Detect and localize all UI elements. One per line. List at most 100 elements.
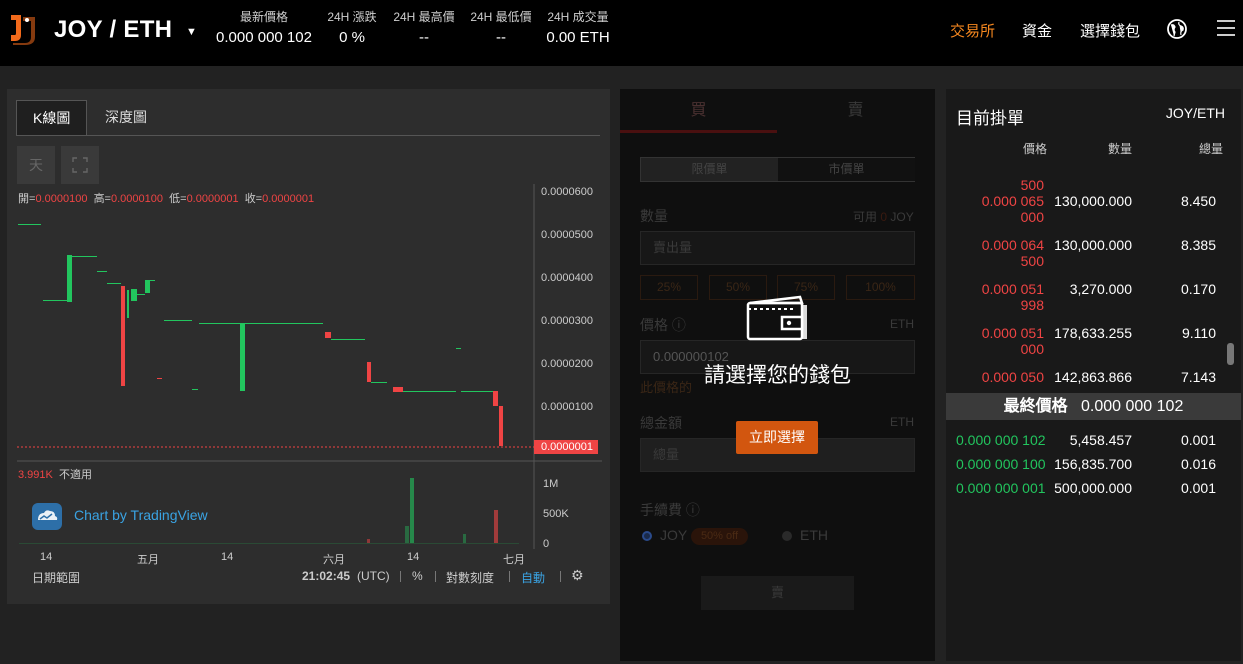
- info-icon[interactable]: ⓘ: [685, 502, 700, 518]
- nav-select-wallet[interactable]: 選擇錢包: [1080, 23, 1141, 40]
- available-unit: JOY: [890, 210, 914, 224]
- ask-total: 0.170: [1180, 281, 1216, 297]
- info-icon[interactable]: ⓘ: [671, 317, 686, 333]
- ask-price: 0.000 051 998: [956, 281, 1044, 313]
- quantity-label: 數量: [640, 208, 668, 224]
- ask-row[interactable]: 0.000 050 142,863.866 7.143: [946, 369, 1241, 389]
- candle: [456, 348, 461, 349]
- ask-row[interactable]: 500: [946, 165, 1241, 193]
- ask-price-2: 000: [1020, 209, 1044, 225]
- bid-total: 0.001: [1180, 432, 1216, 448]
- nav-funds[interactable]: 資金: [1022, 23, 1053, 40]
- quantity-input[interactable]: 賣出量: [640, 231, 915, 265]
- ask-row[interactable]: 0.000 051 998 3,270.000 0.170: [946, 281, 1241, 313]
- joy-logo-icon[interactable]: [7, 11, 39, 47]
- tab-sell[interactable]: 賣: [847, 102, 864, 119]
- total-label: 總金額: [640, 415, 682, 431]
- bid-row[interactable]: 0.000 000 001 500,000.000 0.001: [946, 480, 1241, 500]
- fullscreen-button[interactable]: [61, 146, 99, 184]
- divider: [435, 571, 436, 582]
- fee-discount-badge: 50% off: [691, 528, 748, 545]
- ask-row[interactable]: 0.000 065 000 130,000.000 8.450: [946, 193, 1241, 225]
- candle: [107, 283, 121, 284]
- bid-row[interactable]: 0.000 000 102 5,458.457 0.001: [946, 432, 1241, 452]
- last-price-label: 0.0000001: [541, 441, 593, 453]
- price-input[interactable]: 0.000000102: [640, 340, 915, 374]
- tab-depth[interactable]: 深度圖: [105, 109, 147, 125]
- percent-75-button[interactable]: 75%: [777, 275, 835, 300]
- select-wallet-button[interactable]: 立即選擇: [736, 421, 818, 454]
- stat-24h-volume: 24H 成交量 0.00 ETH: [544, 9, 612, 48]
- stat-value: --: [496, 29, 506, 46]
- tradingview-logo-icon[interactable]: [32, 503, 62, 530]
- submit-sell-button[interactable]: 賣: [701, 576, 854, 610]
- ohlc-close-label: 收=: [244, 193, 263, 205]
- tab-buy[interactable]: 買: [620, 89, 777, 133]
- timezone[interactable]: (UTC): [357, 569, 390, 583]
- stat-24h-high: 24H 最高價 --: [390, 9, 458, 48]
- pair-selector[interactable]: JOY / ETH: [54, 16, 173, 43]
- time-tick: 五月: [137, 554, 159, 566]
- ask-qty: 178,633.255: [1054, 325, 1132, 341]
- volume-axis: 1M 500K 0: [543, 477, 569, 551]
- fee-joy-radio[interactable]: [642, 531, 652, 541]
- fee-eth-radio[interactable]: [782, 531, 792, 541]
- interval-button[interactable]: 天: [17, 146, 55, 184]
- bid-price: 0.000 000 100: [956, 456, 1046, 472]
- divider: [400, 571, 401, 582]
- price-unit: ETH: [890, 317, 914, 331]
- chart-panel: K線圖 深度圖 天 開=0.0000100 高=0.0000100 低=0.00…: [7, 89, 610, 604]
- stat-24h-change: 24H 漲跌 0 %: [322, 9, 382, 48]
- bid-qty: 5,458.457: [1069, 432, 1132, 448]
- tab-kline[interactable]: K線圖: [16, 100, 88, 136]
- ask-price-1: 0.000 051: [981, 281, 1044, 297]
- order-book-scrollbar[interactable]: [1227, 343, 1234, 365]
- candle: [137, 294, 145, 295]
- ohlc-close: 0.0000001: [262, 193, 315, 205]
- nav-exchange[interactable]: 交易所: [950, 23, 996, 40]
- volume-tick: 1M: [543, 478, 559, 490]
- percent-25-button[interactable]: 25%: [640, 275, 698, 300]
- stat-label: 最新價格: [239, 10, 288, 24]
- volume-na: 不適用: [59, 469, 92, 481]
- tradingview-link[interactable]: Chart by TradingView: [74, 507, 208, 523]
- candle: [121, 286, 125, 386]
- stat-value: 0.000 000 102: [216, 29, 312, 46]
- candlestick-chart[interactable]: [7, 89, 610, 559]
- percent-50-button[interactable]: 50%: [709, 275, 767, 300]
- ohlc-readout: 開=0.0000100 高=0.0000100 低=0.0000001 收=0.…: [18, 190, 314, 206]
- connect-wallet-message: 請選擇您的錢包: [704, 364, 851, 387]
- divider: [16, 135, 600, 136]
- price-tick: 0.0000100: [541, 401, 593, 413]
- globe-icon[interactable]: [1167, 19, 1187, 39]
- ask-price-1: 0.000 064: [981, 237, 1044, 253]
- candle: [97, 271, 107, 272]
- stat-value: 0 %: [339, 29, 365, 46]
- volume-bar: [410, 478, 414, 544]
- percent-toggle[interactable]: %: [412, 569, 423, 583]
- volume-tick: 500K: [543, 508, 569, 520]
- auto-scale-toggle[interactable]: 自動: [521, 571, 546, 585]
- ohlc-high-label: 高=: [93, 193, 111, 205]
- order-type-market[interactable]: 市價單: [778, 158, 915, 181]
- candle: [325, 332, 331, 338]
- available-readout: 可用 0 JOY: [853, 208, 914, 225]
- ask-row[interactable]: 0.000 051 000 178,633.255 9.110: [946, 325, 1241, 357]
- time-tick: 14: [221, 551, 234, 563]
- settings-gear-icon[interactable]: ⚙: [571, 567, 584, 583]
- order-type-limit[interactable]: 限價單: [641, 158, 778, 181]
- date-range-button[interactable]: 日期範圍: [32, 571, 81, 585]
- candle: [164, 320, 192, 321]
- candle: [371, 382, 387, 383]
- log-scale-toggle[interactable]: 對數刻度: [446, 571, 495, 585]
- available-value: 0: [880, 210, 888, 224]
- bid-row[interactable]: 0.000 000 100 156,835.700 0.016: [946, 456, 1241, 476]
- percent-100-button[interactable]: 100%: [846, 275, 915, 300]
- chevron-down-icon[interactable]: ▼: [186, 26, 197, 38]
- ask-price-1: 0.000 051: [981, 325, 1044, 341]
- hamburger-menu-icon[interactable]: [1217, 20, 1235, 36]
- total-unit: ETH: [890, 415, 914, 429]
- asks-list[interactable]: 500 0.000 065 000 130,000.000 8.450 0.000…: [946, 157, 1241, 389]
- ask-row[interactable]: 0.000 064 500 130,000.000 8.385: [946, 237, 1241, 269]
- candle: [150, 280, 155, 281]
